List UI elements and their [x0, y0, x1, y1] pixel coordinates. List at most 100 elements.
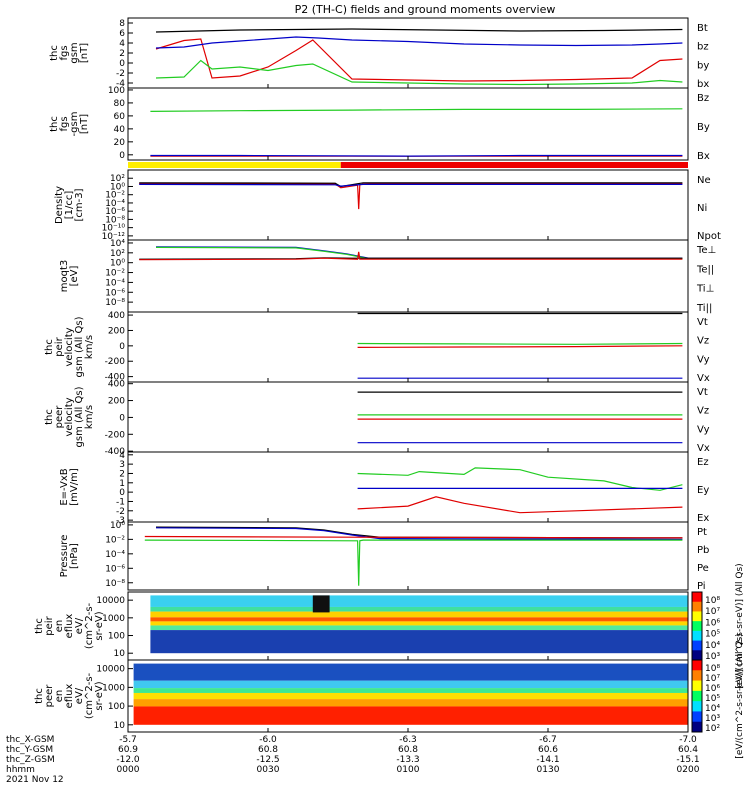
y-axis-label: km/s — [84, 405, 95, 429]
colorbar-tick: 10⁴ — [705, 704, 720, 714]
x-axis-value: 0200 — [677, 765, 700, 775]
ytick-label: 4 — [119, 451, 125, 461]
y-axis-label: sr-eV) — [94, 681, 105, 710]
colorbar-tick: 10⁸ — [705, 596, 720, 606]
colorbar-tick: 10⁵ — [705, 630, 720, 640]
x-axis-value: -6.3 — [399, 735, 417, 745]
y-axis-label: eflux — [64, 684, 75, 709]
ytick-label: 0 — [119, 151, 125, 161]
y-axis-label: thc — [49, 45, 60, 61]
ytick-label: -2 — [116, 507, 125, 517]
colorbar-swatch — [692, 640, 702, 651]
x-axis-value: -5.7 — [119, 735, 137, 745]
colorbar-frame — [691, 659, 703, 733]
ytick-label: -400 — [105, 447, 126, 457]
legend-entry: Bz — [697, 93, 709, 104]
figure-title: P2 (TH-C) fields and ground moments over… — [295, 3, 556, 16]
y-axis-label: thc — [34, 688, 45, 704]
x-axis-value: -6.0 — [259, 735, 277, 745]
heatmap-band-7 — [150, 630, 688, 654]
colorbar-swatch — [692, 690, 702, 702]
legend-entry: Vz — [697, 406, 709, 417]
ytick-label: 10⁻¹⁰ — [102, 224, 126, 234]
series-line-vz — [357, 345, 683, 348]
y-axis-label: Pressure — [59, 535, 70, 578]
y-axis-label: km/s — [84, 335, 95, 359]
colorbar-tick: 10⁴ — [705, 641, 720, 651]
ytick-label: 10⁻⁴ — [105, 550, 125, 560]
ytick-label: 200 — [108, 397, 125, 407]
legend-entry: By — [697, 122, 710, 133]
colorbar-swatch — [692, 611, 702, 622]
y-axis-label: [cm-3] — [74, 188, 85, 221]
panel-6: 400 200 0 -200 -400 Vt Vz Vy Vx thc peer velocity gs… — [44, 380, 710, 457]
legend-entry: bx — [697, 79, 709, 90]
colorbar-label: [eV/(cm^2-s-sr-eV)] (All Qs) — [735, 633, 745, 758]
colorbar-tick: 10⁶ — [705, 684, 720, 694]
legend-entry: Ex — [697, 513, 709, 524]
colorbar-tick: 10³ — [705, 652, 720, 662]
y-axis-label: [1/cc] — [64, 191, 75, 220]
ytick-label: 10⁻⁴ — [105, 278, 125, 288]
ytick-label: 2 — [119, 469, 125, 479]
ytick-label: 10⁰ — [110, 259, 125, 269]
y-axis-label: sr-eV) — [94, 611, 105, 640]
mode-bar-segment-2 — [340, 162, 688, 168]
ytick-label: 10000 — [96, 596, 125, 606]
y-axis-label: (cm^2-s- — [84, 672, 95, 719]
y-axis-label: peer — [54, 405, 65, 429]
x-axis-value: 60.6 — [538, 745, 558, 755]
ytick-label: -400 — [105, 373, 126, 383]
ytick-label: 400 — [108, 380, 125, 390]
legend-entry: Ti⊥ — [696, 284, 714, 295]
ytick-label: -2 — [116, 69, 125, 79]
series-line-pe — [144, 539, 683, 586]
series-line-by — [150, 108, 683, 112]
ytick-label: 10⁻⁴ — [105, 199, 125, 209]
x-axis-value: 60.4 — [678, 745, 698, 755]
heatmap-band-2 — [133, 680, 689, 689]
heatmap-band-3 — [150, 611, 688, 618]
panel-2: 0 20 40 60 80 100 Bz By Bx thc fgs -gsm [nT] — [49, 86, 710, 162]
ytick-label: 60 — [114, 112, 126, 122]
colorbar-tick: 10² — [705, 724, 720, 734]
ytick-label: 6 — [119, 29, 125, 39]
y-axis-label: eV/ — [74, 617, 85, 634]
ytick-label: 10⁻² — [105, 535, 125, 545]
colorbar-swatch — [692, 650, 702, 661]
legend-entry: Pt — [697, 527, 707, 538]
colorbar-tick: 10⁶ — [705, 618, 720, 628]
y-axis-label: velocity — [64, 327, 75, 366]
panel-10: 10000 1000 100 10 thc peer en eflux eV/(cm^2-s-s… — [34, 659, 689, 733]
y-axis-label: Density — [54, 186, 65, 224]
ytick-label: 0 — [119, 59, 125, 69]
panel-frame — [127, 239, 689, 313]
x-axis-value: -6.7 — [539, 735, 557, 745]
ytick-label: 10⁻² — [105, 191, 125, 201]
y-axis-label: gsm — [69, 42, 80, 63]
ytick-label: 40 — [114, 125, 126, 135]
x-axis-row-label: thc_Y-GSM — [6, 745, 53, 755]
colorbar-tick: 10³ — [705, 714, 720, 724]
x-axis-value: -13.3 — [396, 755, 419, 765]
heatmap-band-4 — [133, 692, 689, 700]
legend-entry: Vt — [697, 387, 708, 398]
series-line-npot — [139, 183, 683, 187]
colorbar-swatch — [692, 670, 702, 682]
ytick-label: 0 — [119, 488, 125, 498]
ytick-label: -1 — [116, 497, 125, 507]
y-axis-label: [nPa] — [69, 543, 80, 569]
y-axis-label: en — [54, 690, 65, 703]
ytick-label: 10⁻⁸ — [105, 298, 125, 308]
colorbar-swatch — [692, 592, 702, 603]
colorbar-swatch — [692, 680, 702, 692]
panel-frame — [127, 87, 689, 161]
ytick-label: 10⁻² — [105, 269, 125, 279]
legend-entry: by — [697, 60, 709, 71]
colorbar-swatch — [692, 711, 702, 723]
ytick-label: 10² — [110, 249, 125, 259]
ytick-label: 1000 — [102, 683, 125, 693]
legend-entry: Pi — [697, 581, 706, 592]
